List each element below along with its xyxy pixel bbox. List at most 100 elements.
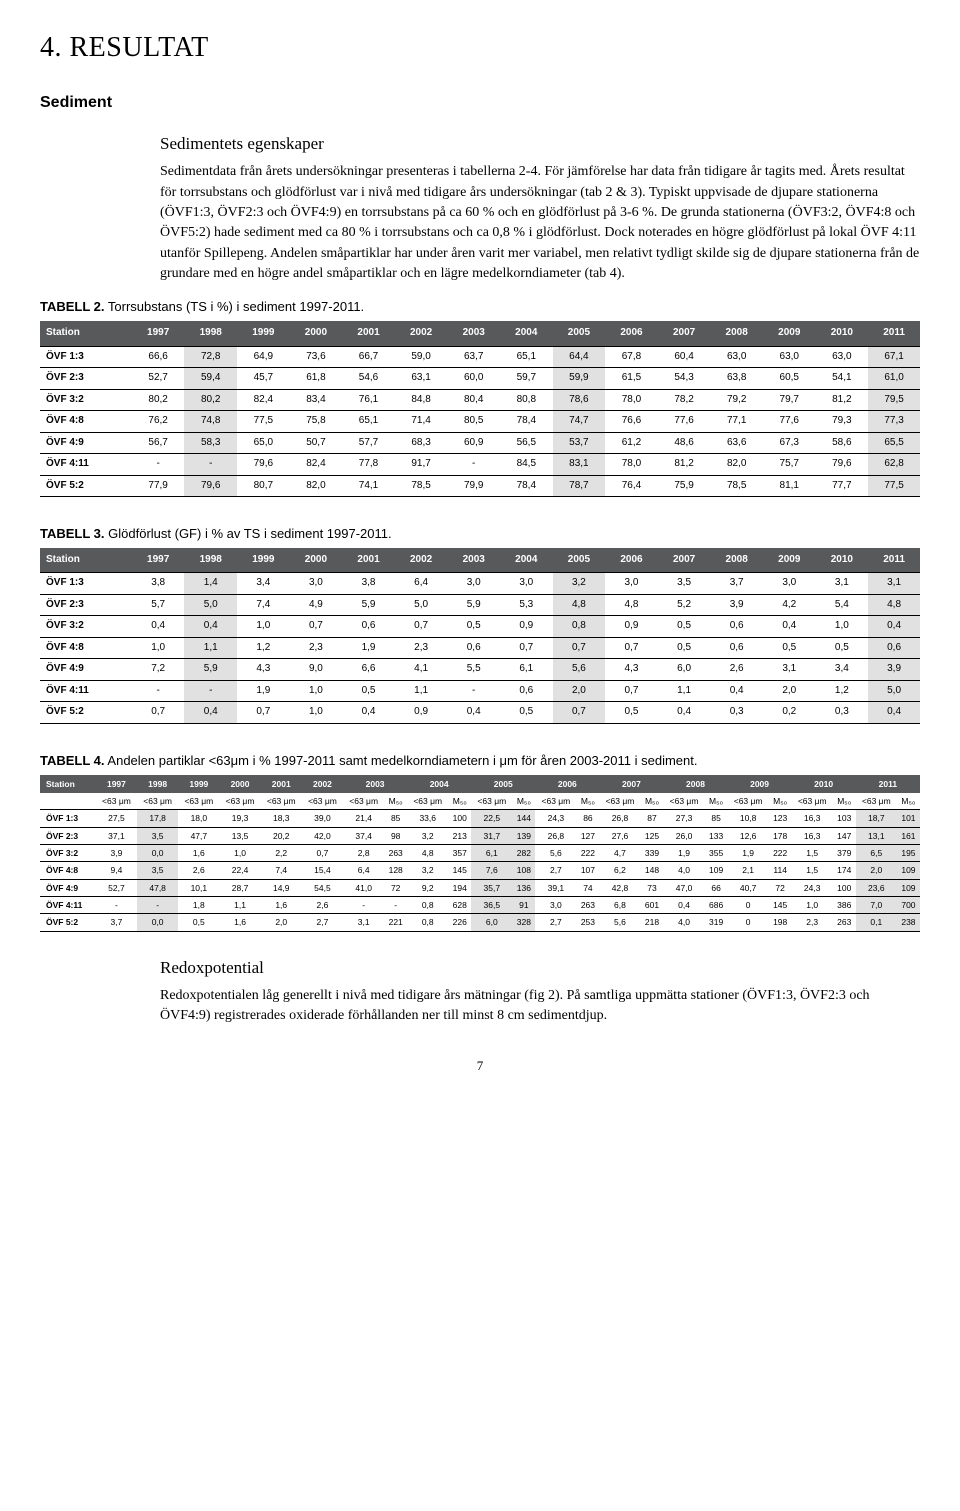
cell: 127	[576, 827, 599, 844]
cell: 0,6	[710, 616, 763, 638]
cell: 0,5	[500, 702, 553, 724]
subheader-cell: M₅₀	[833, 793, 856, 810]
subheader-cell: <63 μm	[535, 793, 576, 810]
cell: 0,8	[553, 616, 606, 638]
cell: 91,7	[395, 454, 448, 476]
cell: 213	[448, 827, 471, 844]
cell: 328	[512, 914, 535, 931]
col-header: 1997	[132, 321, 185, 346]
cell: 3,1	[868, 573, 920, 595]
row-label: ÖVF 4:9	[40, 659, 132, 681]
cell: 41,0	[343, 879, 384, 896]
cell: 4,8	[553, 594, 606, 616]
cell: 64,4	[553, 346, 606, 368]
table-2: Station199719981999200020012002200320042…	[40, 321, 920, 497]
cell: 39,0	[302, 810, 343, 827]
cell: 59,4	[184, 368, 237, 390]
col-header: 2005	[471, 775, 535, 793]
cell: 48,6	[658, 432, 711, 454]
cell: 4,9	[290, 594, 343, 616]
cell: 39,1	[535, 879, 576, 896]
cell: 18,7	[856, 810, 897, 827]
cell: 3,5	[137, 827, 178, 844]
col-header: 2006	[535, 775, 599, 793]
cell: 82,4	[290, 454, 343, 476]
cell: 47,8	[137, 879, 178, 896]
table4-caption: TABELL 4. Andelen partiklar <63μm i % 19…	[40, 752, 920, 771]
cell: 66,7	[342, 346, 395, 368]
cell: 4,2	[763, 594, 816, 616]
paragraph-2: Redoxpotentialen låg generellt i nivå me…	[160, 986, 920, 1027]
cell: 3,5	[137, 862, 178, 879]
cell: 78,4	[500, 411, 553, 433]
cell: 147	[833, 827, 856, 844]
row-label: ÖVF 5:2	[40, 702, 132, 724]
cell: 18,3	[261, 810, 302, 827]
cell: 101	[897, 810, 920, 827]
cell: 78,0	[605, 454, 658, 476]
cell: 6,0	[471, 914, 512, 931]
cell: 263	[833, 914, 856, 931]
cell: 57,7	[342, 432, 395, 454]
cell: 0,9	[395, 702, 448, 724]
cell: 80,8	[500, 389, 553, 411]
cell: 81,1	[763, 475, 816, 497]
cell: 1,2	[237, 637, 290, 659]
page-number: 7	[40, 1057, 920, 1076]
cell: 0,4	[868, 702, 920, 724]
col-header: 2000	[290, 548, 343, 573]
col-header: 2007	[658, 321, 711, 346]
cell: 72,8	[184, 346, 237, 368]
cell: 1,8	[178, 896, 219, 913]
cell: 0,7	[553, 637, 606, 659]
col-header: 2000	[290, 321, 343, 346]
cell: 1,4	[184, 573, 237, 595]
table3-caption-bold: TABELL 3.	[40, 526, 105, 541]
cell: 1,5	[792, 844, 833, 861]
cell: 0,3	[710, 702, 763, 724]
cell: 2,2	[261, 844, 302, 861]
cell: 198	[769, 914, 792, 931]
cell: 3,0	[290, 573, 343, 595]
cell: 3,1	[763, 659, 816, 681]
subheader-cell: <63 μm	[792, 793, 833, 810]
cell: 0,9	[500, 616, 553, 638]
cell: 13,5	[219, 827, 260, 844]
cell: 7,4	[261, 862, 302, 879]
cell: 108	[512, 862, 535, 879]
cell: 0,7	[605, 680, 658, 702]
cell: 76,2	[132, 411, 185, 433]
cell: 3,2	[407, 827, 448, 844]
cell: 4,3	[237, 659, 290, 681]
cell: 83,4	[290, 389, 343, 411]
cell: 0,7	[237, 702, 290, 724]
cell: 64,9	[237, 346, 290, 368]
cell: 77,6	[763, 411, 816, 433]
cell: 4,7	[599, 844, 640, 861]
cell: 63,0	[763, 346, 816, 368]
cell: 125	[641, 827, 664, 844]
table3-caption: TABELL 3. Glödförlust (GF) i % av TS i s…	[40, 525, 920, 544]
cell: 10,1	[178, 879, 219, 896]
cell: 1,9	[237, 680, 290, 702]
cell: 3,8	[342, 573, 395, 595]
cell: 1,1	[395, 680, 448, 702]
row-label: ÖVF 3:2	[40, 389, 132, 411]
cell: 0,5	[342, 680, 395, 702]
cell: 14,9	[261, 879, 302, 896]
cell: 74,1	[342, 475, 395, 497]
subheader-cell: <63 μm	[219, 793, 260, 810]
cell: 5,4	[816, 594, 869, 616]
cell: 4,3	[605, 659, 658, 681]
col-header: 1998	[137, 775, 178, 793]
row-label: ÖVF 2:3	[40, 368, 132, 390]
cell: 3,8	[132, 573, 185, 595]
table2-caption: TABELL 2. Torrsubstans (TS i %) i sedime…	[40, 298, 920, 317]
cell: 0,7	[553, 702, 606, 724]
col-header: 2003	[343, 775, 407, 793]
cell: 0,7	[500, 637, 553, 659]
cell: 263	[576, 896, 599, 913]
cell: 63,6	[710, 432, 763, 454]
cell: 54,5	[302, 879, 343, 896]
cell: 6,0	[658, 659, 711, 681]
